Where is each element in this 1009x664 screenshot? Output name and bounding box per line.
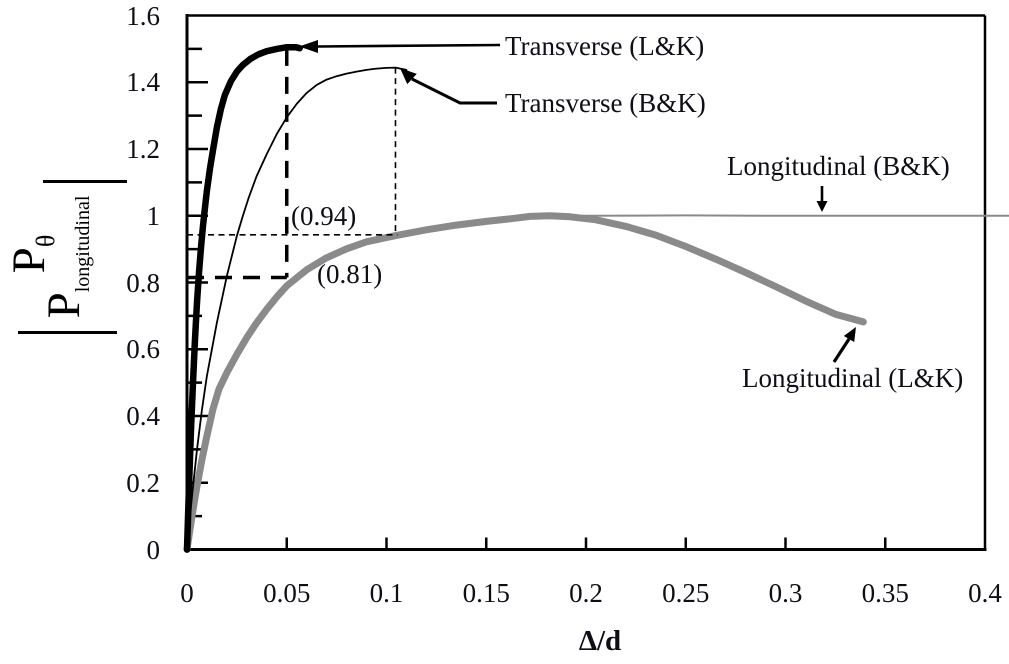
annotation-081: (0.81) [317, 259, 383, 289]
x-tick-label: 0.05 [263, 578, 311, 608]
y-tick-label: 0.4 [126, 401, 160, 431]
series-transverse-bk [186, 66, 408, 551]
annotation-094: (0.94) [291, 201, 357, 231]
y-axis-denominator: Plongitudinal [38, 172, 94, 342]
arrow-longitudinal-bk-head [816, 201, 828, 212]
series-transverse-lk [183, 43, 303, 553]
fraction-bar-top [43, 180, 127, 183]
arrow-transverse-bk-line [411, 77, 497, 105]
label-transverse-lk: Transverse (L&K) [505, 31, 705, 61]
arrow-longitudinal-lk-line [832, 338, 851, 363]
x-tick-label: 0.3 [768, 578, 803, 608]
label-longitudinal-lk: Longitudinal (L&K) [742, 363, 964, 393]
x-axis-title: Δ/d [578, 625, 622, 657]
x-tick-label: 0.2 [569, 578, 603, 608]
arrow-transverse-bk-head [400, 68, 417, 85]
series-longitudinal-lk [183, 212, 867, 553]
x-tick-label: 0.4 [968, 578, 1002, 608]
arrow-longitudinal-lk-head [843, 327, 856, 343]
y-tick-label: 0 [146, 534, 161, 565]
y-tick-label: 1.2 [126, 134, 160, 164]
arrow-transverse-lk-head [299, 40, 318, 53]
x-tick-label: 0.1 [369, 578, 404, 608]
arrow-transverse-lk-line [317, 43, 501, 48]
x-tick-label: 0.35 [861, 578, 909, 608]
x-tick-label: 0.25 [662, 578, 710, 608]
y-tick-label: 1.6 [126, 0, 160, 31]
y-tick-label: 0.8 [126, 267, 160, 298]
label-longitudinal-bk: Longitudinal (B&K) [727, 151, 950, 181]
y-tick-label: 1.4 [126, 67, 160, 98]
x-tick-label: 0.15 [462, 578, 510, 608]
p-symbol: P [38, 292, 90, 319]
y-tick-label: 0.2 [126, 467, 160, 498]
y-tick-label: 0.6 [126, 334, 160, 365]
y-tick-label: 1 [146, 200, 161, 231]
x-tick-label: 0 [180, 578, 194, 608]
fraction-bar-bottom [18, 331, 117, 334]
label-transverse-bk: Transverse (B&K) [505, 88, 706, 118]
